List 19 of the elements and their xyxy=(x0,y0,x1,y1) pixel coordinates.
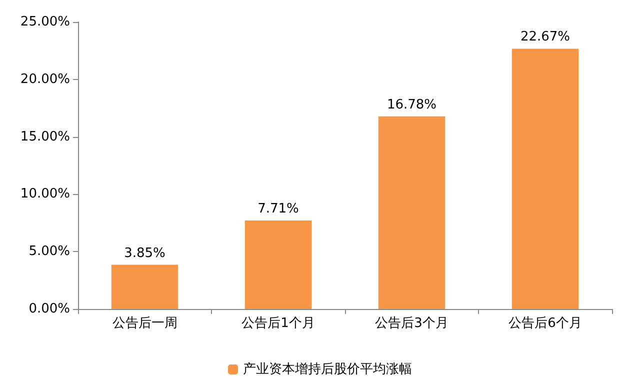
y-tick-label: 10.00% xyxy=(20,186,70,202)
y-tick-label: 25.00% xyxy=(20,14,70,30)
x-tick-label: 公告后6个月 xyxy=(508,316,582,331)
legend-label: 产业资本增持后股价平均涨幅 xyxy=(243,362,412,377)
y-tick-label: 20.00% xyxy=(20,72,70,87)
y-tick-label: 5.00% xyxy=(28,244,70,260)
bar xyxy=(378,116,446,309)
data-label: 3.85% xyxy=(124,246,166,261)
data-label: 7.71% xyxy=(258,201,299,216)
y-tick-label: 0.00% xyxy=(28,302,70,316)
x-tick-label: 公告后1个月 xyxy=(242,316,315,331)
data-label: 22.67% xyxy=(520,30,570,45)
y-tick-label: 15.00% xyxy=(20,129,70,144)
x-tick-label: 公告后一周 xyxy=(112,316,178,331)
bar xyxy=(111,264,178,309)
data-label: 16.78% xyxy=(386,97,437,112)
bar xyxy=(512,48,579,309)
x-tick-label: 公告后3个月 xyxy=(375,316,448,331)
bar xyxy=(244,220,312,309)
